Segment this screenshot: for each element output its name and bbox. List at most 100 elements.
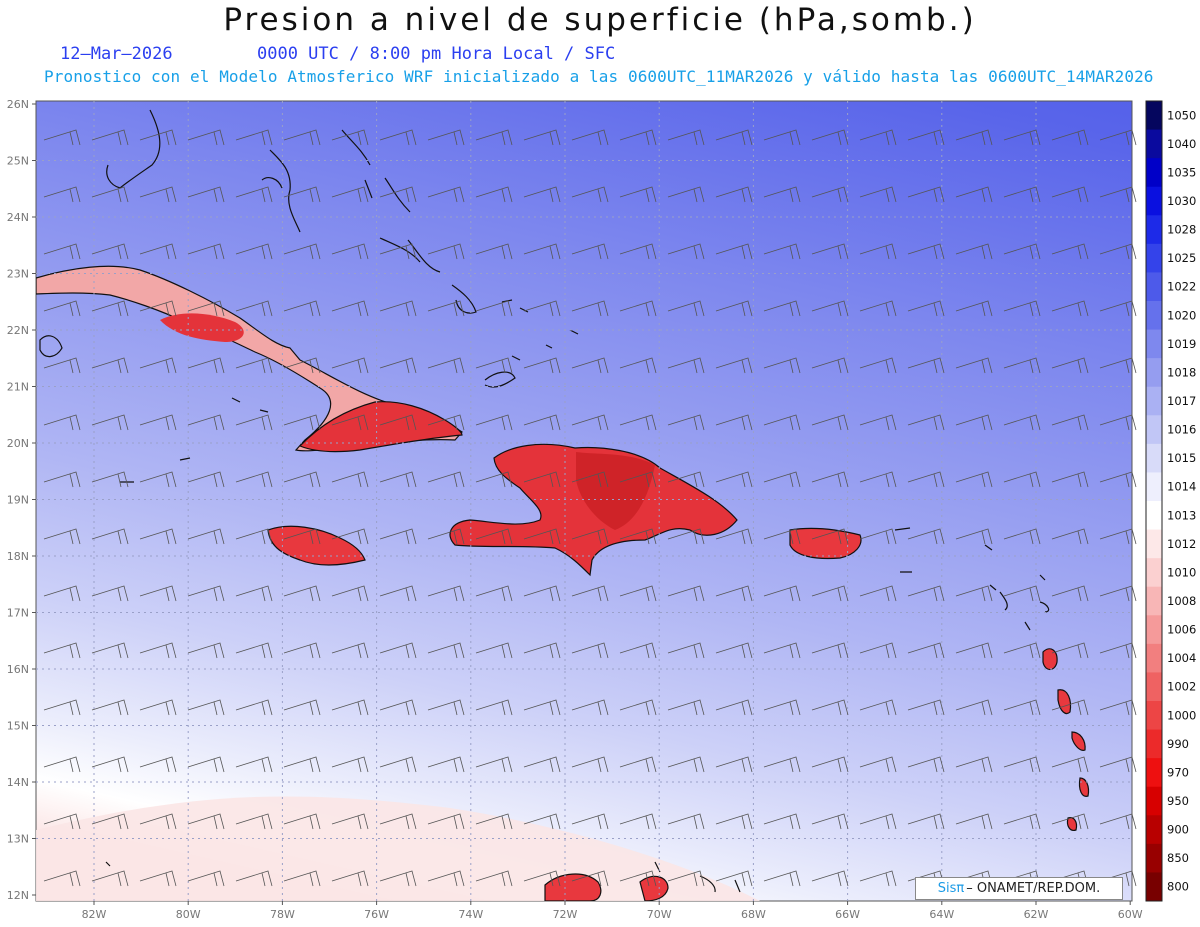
wind-barb bbox=[475, 129, 513, 146]
wind-barb bbox=[427, 585, 465, 602]
wind-barb bbox=[427, 471, 465, 488]
wind-barb bbox=[715, 642, 753, 659]
wind-barb bbox=[715, 300, 753, 317]
wind-barb bbox=[475, 471, 513, 488]
wind-barb bbox=[811, 471, 849, 488]
wind-barb bbox=[139, 756, 177, 773]
wind-barb bbox=[283, 870, 321, 887]
wind-barb bbox=[1003, 756, 1041, 773]
wind-barb bbox=[955, 528, 993, 545]
wind-barb bbox=[43, 699, 81, 716]
colorbar-swatch bbox=[1146, 758, 1162, 788]
wind-barb bbox=[91, 870, 129, 887]
wind-barb bbox=[1051, 186, 1089, 203]
colorbar-label: 1035 bbox=[1167, 165, 1196, 179]
wind-barb bbox=[1051, 357, 1089, 374]
wind-barb bbox=[1003, 186, 1041, 203]
lon-label: 78W bbox=[270, 908, 295, 921]
wind-barb bbox=[523, 243, 561, 260]
wind-barb bbox=[523, 471, 561, 488]
wind-barb bbox=[1099, 471, 1137, 488]
wind-barb bbox=[43, 300, 81, 317]
wind-barb bbox=[475, 186, 513, 203]
wind-barb bbox=[475, 756, 513, 773]
latitude-labels: 26N 25N 24N 23N 22N 21N 20N 19N 18N 17N 16N 15N 14N 1… bbox=[7, 98, 36, 902]
wind-barb bbox=[139, 813, 177, 830]
wind-barb bbox=[571, 300, 609, 317]
colorbar-label: 1025 bbox=[1167, 251, 1196, 265]
wind-barb bbox=[619, 129, 657, 146]
credit-box: Sisπ – ONAMET/REP.DOM. bbox=[915, 877, 1123, 900]
wind-barb bbox=[187, 585, 225, 602]
colorbar-label: 1040 bbox=[1167, 137, 1196, 151]
wind-barb bbox=[667, 471, 705, 488]
wind-barb bbox=[379, 186, 417, 203]
wind-barb bbox=[1051, 300, 1089, 317]
forecast-time-info: 0000 UTC / 8:00 pm Hora Local / SFC bbox=[257, 44, 616, 64]
wind-barb bbox=[91, 300, 129, 317]
wind-barb bbox=[955, 756, 993, 773]
colorbar-swatch bbox=[1146, 643, 1162, 673]
wind-barb bbox=[1099, 585, 1137, 602]
lon-label: 82W bbox=[82, 908, 107, 921]
wind-barb bbox=[283, 585, 321, 602]
wind-barb bbox=[235, 243, 273, 260]
wind-barb bbox=[139, 528, 177, 545]
wind-barb bbox=[715, 414, 753, 431]
wind-barb bbox=[1003, 243, 1041, 260]
wind-barb bbox=[763, 699, 801, 716]
wind-barb bbox=[811, 243, 849, 260]
wind-barb bbox=[187, 414, 225, 431]
lat-label: 14N bbox=[7, 776, 29, 789]
colorbar-swatch bbox=[1146, 872, 1162, 902]
wind-barb bbox=[571, 699, 609, 716]
wind-barb bbox=[331, 186, 369, 203]
colorbar-label: 1000 bbox=[1167, 708, 1196, 722]
wind-barb bbox=[43, 186, 81, 203]
wind-barb bbox=[427, 186, 465, 203]
wind-barb bbox=[379, 471, 417, 488]
lat-label: 18N bbox=[7, 550, 29, 563]
wind-barb bbox=[427, 642, 465, 659]
wind-barb bbox=[187, 129, 225, 146]
wind-barb bbox=[811, 585, 849, 602]
wind-barb bbox=[619, 699, 657, 716]
wind-barb bbox=[619, 471, 657, 488]
wind-barb bbox=[763, 585, 801, 602]
wind-barb bbox=[715, 357, 753, 374]
wind-barb bbox=[1099, 357, 1137, 374]
wind-barb bbox=[235, 186, 273, 203]
colorbar-label: 1050 bbox=[1167, 108, 1196, 122]
wind-barb bbox=[475, 813, 513, 830]
wind-barb bbox=[235, 870, 273, 887]
colorbar-label: 1030 bbox=[1167, 194, 1196, 208]
wind-barb bbox=[619, 642, 657, 659]
colorbar-label: 1010 bbox=[1167, 565, 1196, 579]
wind-barb bbox=[43, 870, 81, 887]
wind-barb bbox=[475, 357, 513, 374]
wind-barb bbox=[283, 471, 321, 488]
wind-barb bbox=[283, 357, 321, 374]
wind-barb bbox=[379, 870, 417, 887]
wind-barb bbox=[523, 414, 561, 431]
wind-barb bbox=[187, 699, 225, 716]
lat-label: 12N bbox=[7, 889, 29, 902]
lon-label: 72W bbox=[553, 908, 578, 921]
wind-barb bbox=[571, 870, 609, 887]
wind-barb bbox=[619, 300, 657, 317]
wind-barb bbox=[427, 300, 465, 317]
wind-barb bbox=[379, 642, 417, 659]
wind-barb bbox=[43, 243, 81, 260]
wind-barb bbox=[187, 642, 225, 659]
wind-barb bbox=[427, 756, 465, 773]
wind-barb bbox=[667, 528, 705, 545]
wind-barb bbox=[907, 471, 945, 488]
wind-barb bbox=[811, 870, 849, 887]
colorbar-swatch bbox=[1146, 501, 1162, 531]
wind-barb bbox=[187, 528, 225, 545]
wind-barb bbox=[859, 870, 897, 887]
wind-barb bbox=[955, 642, 993, 659]
wind-barb bbox=[91, 528, 129, 545]
colorbar-label: 900 bbox=[1167, 823, 1189, 837]
colorbar-label: 1016 bbox=[1167, 423, 1196, 437]
